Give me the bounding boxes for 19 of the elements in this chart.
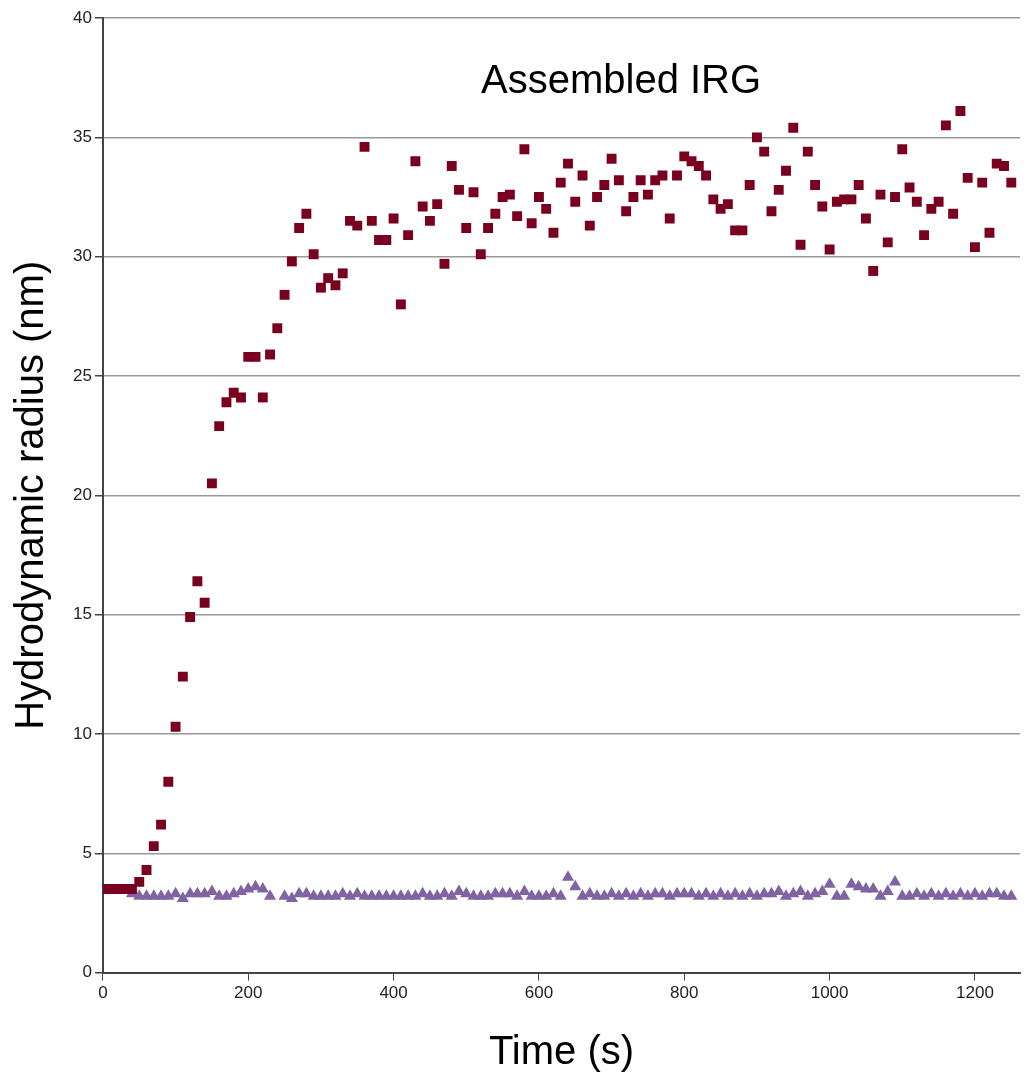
- y-tick-label: 10: [72, 723, 92, 743]
- x-tick-label: 400: [379, 983, 408, 1003]
- annotation: Assembled IRG: [481, 57, 762, 102]
- y-tick-label: 15: [72, 604, 92, 624]
- y-tick-label: 35: [72, 127, 92, 147]
- y-tick-label: 5: [82, 842, 92, 862]
- y-tick-label: 25: [72, 365, 92, 385]
- x-tick-label: 200: [234, 983, 263, 1003]
- y-tick-label: 20: [72, 484, 92, 504]
- x-tick-label: 800: [670, 983, 699, 1003]
- x-tick-label: 600: [524, 983, 554, 1003]
- y-tick-label: 0: [82, 962, 92, 982]
- y-axis-title: Hydrodynamic radius (nm): [7, 260, 52, 730]
- x-tick-label: 1200: [956, 983, 994, 1003]
- y-tick-label: 40: [72, 7, 92, 27]
- x-tick-label: 1000: [810, 983, 849, 1003]
- y-tick-label: 30: [72, 246, 92, 266]
- x-axis-title: Time (s): [488, 1028, 635, 1073]
- x-tick-label: 0: [98, 983, 108, 1003]
